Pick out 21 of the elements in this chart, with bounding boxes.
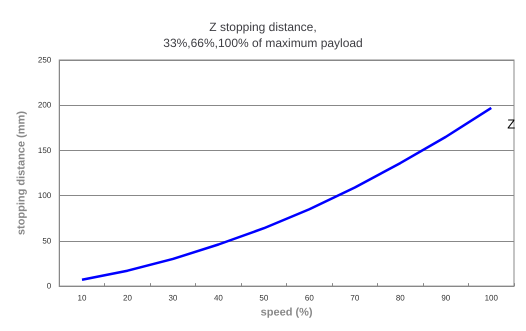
x-tick-label: 20 (123, 294, 132, 303)
x-tick-label: 50 (259, 294, 269, 303)
y-tick-label: 100 (38, 191, 52, 200)
x-tick-label: 60 (304, 294, 314, 303)
x-tick-label: 40 (214, 294, 224, 303)
x-tick-label: 80 (396, 294, 406, 303)
y-tick-label: 0 (46, 282, 52, 291)
x-tick-label: 90 (441, 294, 451, 303)
x-tick-label: 70 (350, 294, 360, 303)
x-tick-label: 100 (484, 294, 498, 303)
y-axis-title: stopping distance (mm) (16, 110, 28, 236)
y-tick-label: 150 (38, 146, 52, 155)
line-series (80, 106, 493, 282)
x-tick-label: 10 (78, 294, 87, 303)
series-label: Z (507, 116, 516, 132)
y-tick-label: 250 (38, 56, 52, 64)
x-axis-title: speed (%) (260, 306, 313, 318)
x-tick-label: 30 (168, 294, 178, 303)
y-tick-label: 200 (38, 100, 52, 110)
chart-title: Z stopping distance, 33%,66%,100% of maximum payload (163, 20, 363, 50)
y-tick-label: 50 (42, 236, 52, 246)
